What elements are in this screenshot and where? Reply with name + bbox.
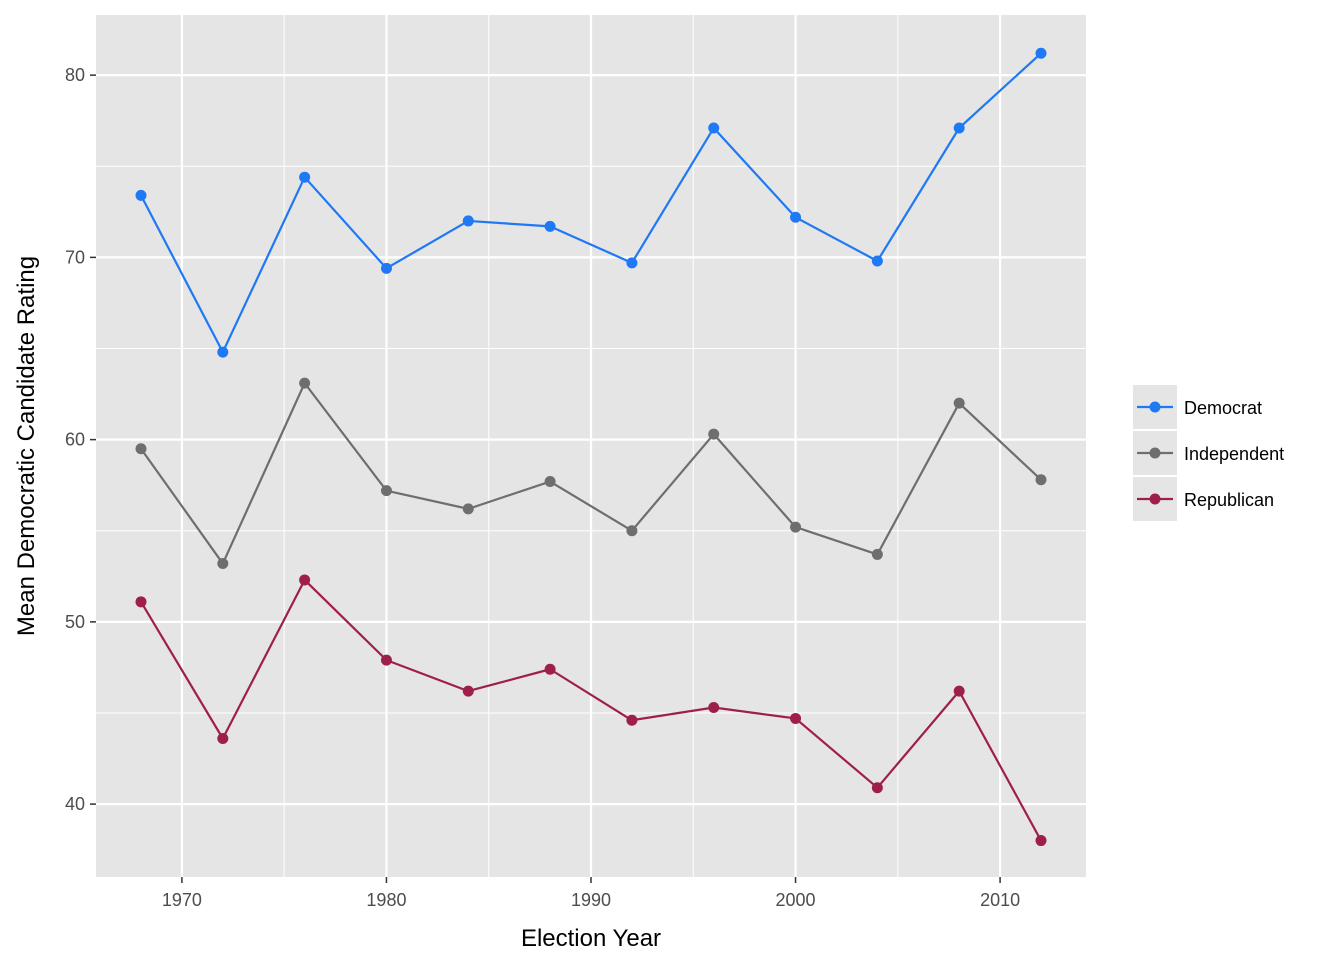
- data-point-independent: [871, 548, 883, 560]
- data-point-republican: [626, 714, 638, 726]
- legend-label-democrat: Democrat: [1184, 398, 1262, 418]
- y-axis-title: Mean Democratic Candidate Rating: [13, 256, 40, 636]
- data-point-independent: [953, 397, 965, 409]
- data-point-democrat: [953, 122, 965, 134]
- data-point-democrat: [380, 262, 392, 274]
- data-point-independent: [708, 428, 720, 440]
- data-point-independent: [462, 503, 474, 515]
- data-point-democrat: [790, 211, 802, 223]
- data-point-democrat: [871, 255, 883, 267]
- data-point-independent: [135, 443, 147, 455]
- data-point-democrat: [544, 220, 556, 232]
- data-point-republican: [135, 596, 147, 608]
- x-axis: 1970 1980 1990 2000 2010: [162, 877, 1020, 910]
- x-tick-label: 2000: [776, 890, 816, 910]
- data-point-democrat: [299, 171, 311, 183]
- data-point-democrat: [462, 215, 474, 227]
- data-point-republican: [217, 732, 229, 744]
- legend-point-republican: [1149, 493, 1161, 505]
- legend-label-republican: Republican: [1184, 490, 1274, 510]
- data-point-independent: [380, 485, 392, 497]
- y-tick-label: 70: [65, 247, 85, 267]
- x-tick-label: 1980: [366, 890, 406, 910]
- x-tick-label: 2010: [980, 890, 1020, 910]
- data-point-independent: [544, 476, 556, 488]
- series-line-independent: [140, 382, 1042, 565]
- data-point-independent: [1035, 474, 1047, 486]
- x-axis-title: Election Year: [521, 925, 661, 952]
- data-point-democrat: [217, 346, 229, 358]
- data-point-republican: [380, 654, 392, 666]
- y-tick-label: 80: [65, 65, 85, 85]
- data-point-republican: [462, 685, 474, 697]
- legend-point-independent: [1149, 447, 1161, 459]
- series-line-republican: [140, 578, 1042, 842]
- data-point-republican: [544, 663, 556, 675]
- data-point-independent: [626, 525, 638, 537]
- data-point-republican: [299, 574, 311, 586]
- data-point-democrat: [626, 257, 638, 269]
- y-axis: 40 50 60 70 80: [65, 65, 96, 814]
- major-gridlines: [96, 15, 1086, 877]
- x-tick-label: 1990: [571, 890, 611, 910]
- x-tick-label: 1970: [162, 890, 202, 910]
- y-tick-label: 40: [65, 794, 85, 814]
- legend: Democrat Independent Republican: [1133, 385, 1284, 521]
- data-point-republican: [1035, 835, 1047, 847]
- series-layer: [135, 47, 1047, 847]
- data-point-republican: [953, 685, 965, 697]
- legend-label-independent: Independent: [1184, 444, 1284, 464]
- data-point-democrat: [135, 189, 147, 201]
- data-point-independent: [790, 521, 802, 533]
- data-point-democrat: [708, 122, 720, 134]
- data-point-republican: [790, 712, 802, 724]
- data-point-independent: [299, 377, 311, 389]
- data-point-democrat: [1035, 47, 1047, 59]
- y-tick-label: 50: [65, 612, 85, 632]
- data-point-republican: [708, 702, 720, 714]
- series-line-democrat: [140, 52, 1042, 354]
- data-point-republican: [871, 782, 883, 794]
- y-tick-label: 60: [65, 430, 85, 450]
- data-point-independent: [217, 558, 229, 570]
- legend-point-democrat: [1149, 401, 1161, 413]
